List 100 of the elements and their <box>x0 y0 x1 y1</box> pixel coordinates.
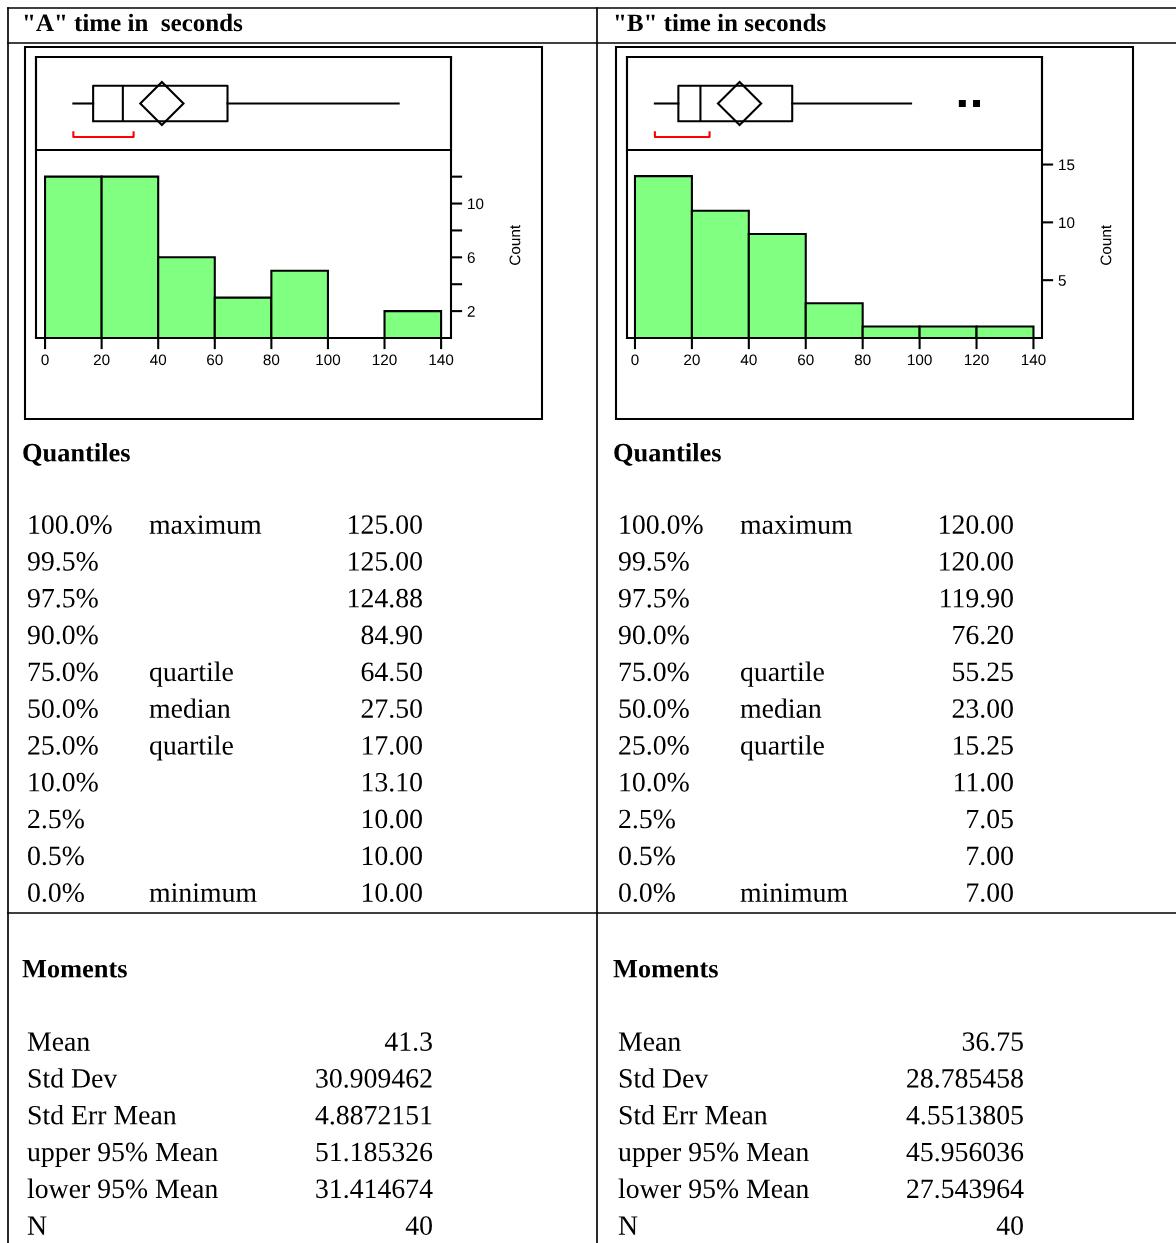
y-axis-title: Count <box>1100 225 1112 265</box>
y-tick-label: 5 <box>1058 275 1066 286</box>
y-tick-label: 10 <box>1059 217 1075 229</box>
text: Moments <box>613 960 718 978</box>
category-label: 90.0% <box>27 625 98 645</box>
text: 7.00 <box>967 883 1013 903</box>
category-label: 100.0% <box>29 515 112 535</box>
category-label: minimum <box>149 883 257 902</box>
text: 30.909462 <box>316 1069 432 1088</box>
text: 125.00 <box>349 552 422 571</box>
category-label: Std Dev <box>619 1068 709 1088</box>
category-label: Std Err Mean <box>28 1105 177 1125</box>
category-label: median <box>149 698 231 718</box>
text: 15.25 <box>953 736 1013 755</box>
category-label: quartile <box>150 661 233 687</box>
text: 36.75 <box>962 1032 1023 1052</box>
x-tick-label: 140 <box>429 354 454 366</box>
x-tick-label: 120 <box>372 354 397 366</box>
x-tick-label: 120 <box>964 354 989 366</box>
x-tick-label: 80 <box>854 354 871 366</box>
x-tick-label: 0 <box>631 354 639 366</box>
category-label: 0.0% <box>28 883 84 903</box>
category-label: 25.0% <box>28 736 98 755</box>
category-label: 75.0% <box>619 662 689 682</box>
text: 23.00 <box>952 699 1013 719</box>
category-label: quartile <box>741 735 824 761</box>
x-tick-label: 60 <box>207 354 223 366</box>
text: 51.185326 <box>316 1142 433 1162</box>
text: 76.20 <box>953 625 1013 645</box>
text: 124.88 <box>349 588 422 608</box>
category-label: maximum <box>740 515 853 534</box>
category-label: 50.0% <box>619 699 689 719</box>
text: 13.10 <box>362 772 422 792</box>
y-axis-title: Count <box>509 225 521 265</box>
text: 125.00 <box>349 515 422 535</box>
text: 17.00 <box>362 736 422 755</box>
text: 40 <box>996 1216 1023 1235</box>
chart-title: "A" time in seconds <box>24 13 243 32</box>
text: 7.05 <box>967 809 1013 829</box>
text: 10.00 <box>362 809 422 829</box>
category-label: 97.5% <box>27 588 98 608</box>
y-tick-label: 6 <box>467 252 475 264</box>
text: Quantiles <box>614 443 721 466</box>
text: 10.00 <box>362 883 422 903</box>
text: 27.50 <box>361 699 422 719</box>
category-label: lower 95% Mean <box>618 1178 809 1199</box>
x-tick-label: 100 <box>908 354 932 366</box>
category-label: 0.0% <box>619 883 675 903</box>
y-tick-label: 10 <box>468 198 484 210</box>
text: 55.25 <box>953 662 1013 682</box>
category-label: 25.0% <box>619 736 689 755</box>
text: 27.543964 <box>907 1179 1024 1199</box>
category-label: Mean <box>27 1032 90 1051</box>
text: 84.90 <box>361 625 422 645</box>
category-label: 97.5% <box>618 588 689 608</box>
category-label: 10.0% <box>29 772 98 792</box>
x-tick-label: 40 <box>740 354 757 366</box>
text: 4.5513805 <box>906 1105 1023 1125</box>
x-tick-label: 100 <box>316 354 341 366</box>
text: 45.956036 <box>906 1142 1024 1162</box>
category-label: Mean <box>618 1032 681 1051</box>
category-label: 50.0% <box>28 699 98 719</box>
x-tick-label: 0 <box>41 354 49 366</box>
text: 4.8872151 <box>315 1105 432 1125</box>
category-label: 99.5% <box>27 552 98 571</box>
category-label: Std Dev <box>28 1068 118 1088</box>
x-tick-label: 60 <box>798 354 814 366</box>
category-label: N <box>27 1216 47 1235</box>
text: 7.00 <box>967 846 1013 866</box>
text: 28.785458 <box>907 1069 1023 1088</box>
category-label: 99.5% <box>618 552 689 571</box>
text: 119.90 <box>941 588 1013 608</box>
category-label: 2.5% <box>619 809 675 829</box>
category-label: maximum <box>149 515 262 534</box>
chart-title: "B" time in seconds <box>615 13 826 32</box>
text: 40 <box>405 1216 432 1235</box>
category-label: minimum <box>740 883 848 902</box>
category-label: 75.0% <box>28 662 98 682</box>
text: Quantiles <box>23 443 130 466</box>
category-label: lower 95% Mean <box>27 1178 218 1199</box>
category-label: 100.0% <box>620 515 703 535</box>
x-tick-label: 80 <box>263 354 280 366</box>
y-tick-label: 15 <box>1059 159 1075 171</box>
text: 41.3 <box>384 1032 432 1052</box>
text: 10.00 <box>362 846 422 866</box>
category-label: 10.0% <box>620 772 689 792</box>
text: 11.00 <box>954 772 1013 792</box>
category-label: 0.5% <box>28 846 84 866</box>
text: 64.50 <box>361 662 422 682</box>
category-label: quartile <box>150 735 233 761</box>
category-label: 0.5% <box>619 846 675 866</box>
x-tick-label: 20 <box>93 354 110 366</box>
category-label: 90.0% <box>618 625 689 645</box>
category-label: quartile <box>741 661 824 687</box>
x-tick-label: 20 <box>684 354 700 366</box>
category-label: 2.5% <box>28 809 84 829</box>
category-label: Std Err Mean <box>619 1105 768 1125</box>
text: Moments <box>22 960 127 978</box>
y-tick-label: 2 <box>467 305 475 317</box>
category-label: N <box>618 1216 638 1235</box>
